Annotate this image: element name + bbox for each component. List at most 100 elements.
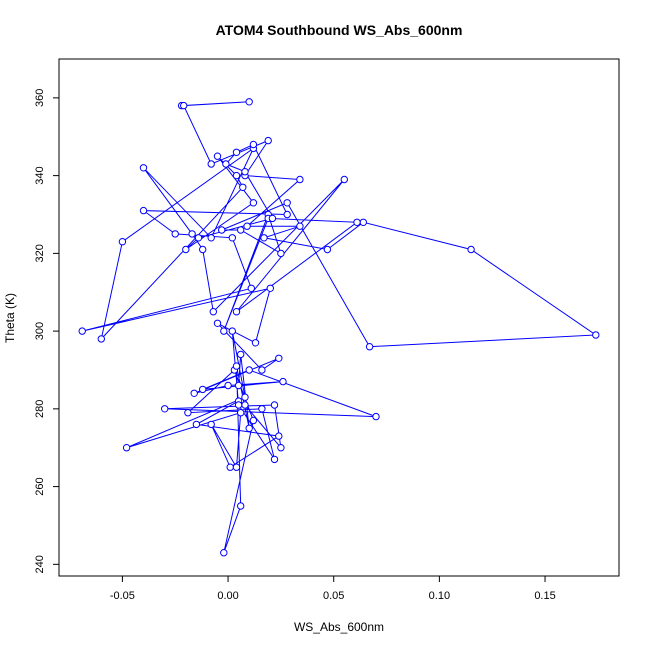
data-point (122, 444, 131, 452)
data-point (245, 98, 253, 106)
data-point (222, 160, 230, 168)
data-point (220, 549, 228, 557)
data-point (260, 234, 268, 242)
data-point (243, 222, 251, 230)
data-point (296, 222, 304, 230)
y-tick-label: 280 (34, 400, 46, 418)
data-series (78, 98, 600, 557)
y-tick-label: 340 (34, 166, 46, 184)
x-tick-label: 0.00 (217, 590, 238, 602)
data-point (270, 455, 279, 464)
data-point (249, 199, 258, 207)
data-point (139, 206, 148, 215)
data-point (218, 226, 226, 234)
data-point (275, 354, 283, 362)
x-tick-label: 0.10 (429, 590, 450, 602)
data-point (279, 377, 287, 386)
data-point (237, 350, 245, 359)
y-tick-label: 360 (34, 89, 46, 107)
x-tick-label: 0.05 (323, 590, 344, 602)
data-point (277, 249, 285, 258)
data-point (268, 214, 277, 223)
data-point (258, 405, 266, 413)
y-tick-label: 260 (34, 477, 46, 495)
x-tick-label: -0.05 (110, 590, 135, 602)
data-point (249, 140, 258, 149)
data-point (213, 152, 222, 160)
data-point (592, 331, 600, 339)
data-point (188, 230, 196, 238)
data-point (192, 420, 201, 429)
x-axis-title: WS_Abs_600nm (294, 620, 384, 634)
data-point (249, 416, 258, 425)
data-point (270, 401, 279, 409)
data-point (194, 234, 203, 242)
data-point (232, 148, 241, 157)
y-tick-label: 300 (34, 322, 46, 340)
data-point (97, 335, 106, 343)
data-point (228, 327, 237, 335)
data-point (277, 444, 285, 452)
data-point (258, 366, 266, 374)
data-point (207, 234, 215, 242)
data-point (241, 401, 249, 409)
data-point (220, 327, 228, 335)
data-point (237, 226, 245, 234)
data-point (237, 409, 245, 417)
data-point (283, 210, 291, 219)
data-point (118, 238, 127, 246)
data-point (180, 101, 188, 110)
data-point (139, 164, 148, 172)
data-point (232, 171, 241, 180)
data-point (234, 401, 243, 409)
data-point (224, 381, 232, 390)
data-point (239, 183, 247, 192)
data-point (241, 168, 249, 176)
data-point (184, 409, 192, 417)
data-point (283, 199, 291, 207)
data-point (213, 319, 222, 327)
data-point (353, 218, 361, 227)
y-tick-label: 320 (34, 244, 46, 262)
data-point (323, 245, 332, 254)
data-point (264, 136, 272, 145)
x-tick-label: 0.15 (534, 590, 555, 602)
data-point (232, 308, 241, 316)
y-tick-label: 240 (34, 555, 46, 573)
data-point (245, 366, 253, 374)
y-axis-title: Theta (K) (3, 293, 17, 343)
data-point (207, 420, 215, 429)
data-point (245, 424, 253, 432)
data-point (199, 385, 207, 394)
data-point (247, 284, 256, 292)
data-point (266, 284, 274, 292)
data-point (226, 463, 234, 471)
data-point (209, 308, 218, 316)
data-point (365, 343, 374, 351)
data-point (467, 245, 475, 254)
data-point (190, 389, 198, 397)
data-point (232, 463, 241, 471)
data-point (207, 160, 215, 168)
data-point (340, 175, 348, 184)
x-axis: -0.05 0.00 0.05 0.10 0.15 (110, 575, 556, 602)
data-point (161, 405, 169, 413)
data-point (199, 245, 207, 254)
data-point (296, 175, 304, 184)
data-point (182, 245, 190, 254)
data-point (228, 234, 237, 242)
y-axis: 240 260 280 300 320 340 360 (34, 89, 60, 574)
data-point (237, 502, 245, 510)
chart-title: ATOM4 Southbound WS_Abs_600nm (216, 22, 463, 38)
data-point (359, 218, 367, 227)
data-point (171, 230, 179, 238)
data-point (78, 327, 86, 335)
data-point (372, 412, 380, 421)
data-point (234, 381, 243, 390)
data-point (241, 393, 249, 401)
data-point (275, 432, 283, 440)
data-point (251, 339, 260, 347)
data-point (232, 362, 241, 370)
